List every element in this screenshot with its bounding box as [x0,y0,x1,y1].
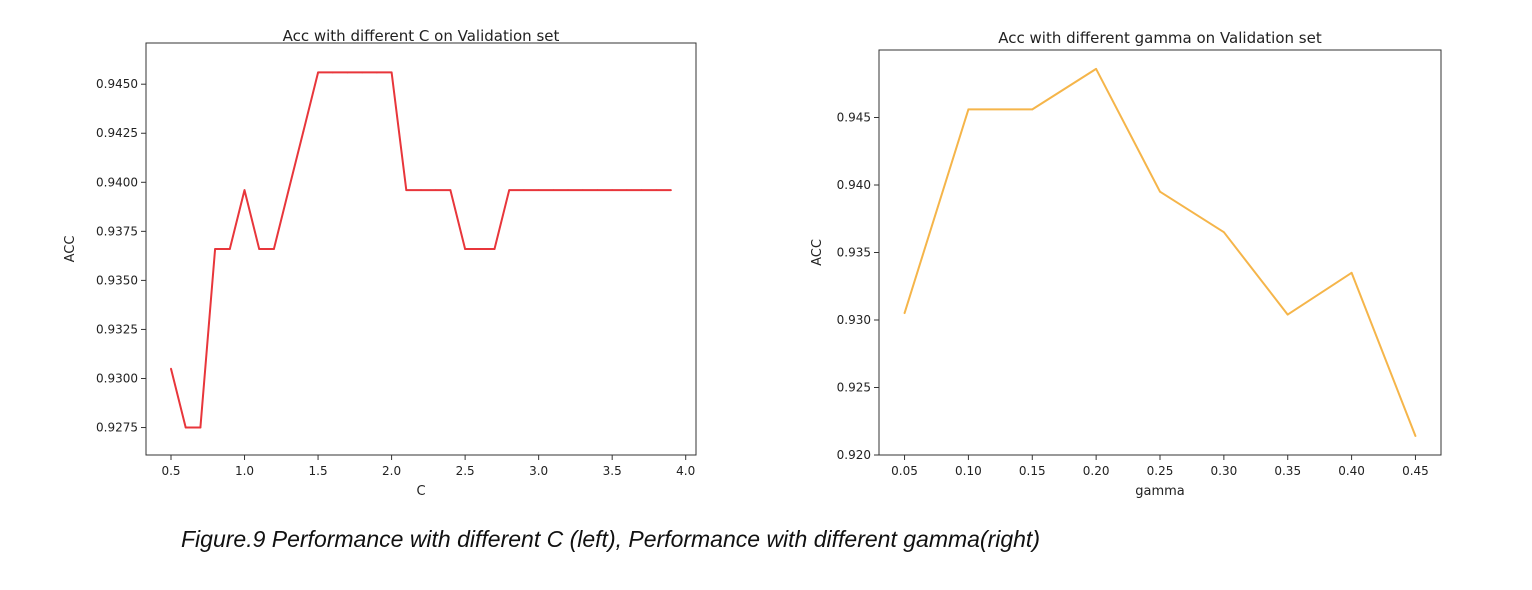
data-point [1350,271,1353,274]
plot-frame [145,42,697,456]
x-tick-label: 0.30 [1211,464,1238,478]
x-tick-label: 0.15 [1019,464,1046,478]
x-tick-label: 0.40 [1338,464,1365,478]
x-tick-label: 2.5 [456,464,475,478]
data-point [478,248,481,250]
x-axis-label: gamma [1135,484,1185,499]
x-tick-label: 2.0 [382,464,401,478]
y-tick-label: 0.935 [837,246,871,260]
x-tick-label: 3.0 [529,464,548,478]
data-point [184,426,187,429]
data-point [317,71,319,74]
x-tick-label: 1.0 [235,464,254,478]
data-point [302,130,305,133]
data-point [434,189,437,192]
data-point [258,248,261,250]
data-point [1414,435,1417,437]
data-point [273,248,275,250]
data-point [537,189,540,192]
data-point [420,189,422,192]
data-point [552,189,555,192]
y-tick-label: 0.9375 [96,224,138,238]
data-point [508,189,511,192]
data-point [1222,231,1225,234]
data-point [493,248,496,250]
data-point [228,248,231,250]
x-tick-label: 0.5 [161,464,180,478]
y-tick-label: 0.925 [837,381,871,395]
chart-title: Acc with different C on Validation set [283,27,560,45]
x-tick-label: 0.05 [891,464,918,478]
data-point [581,189,584,192]
data-point [596,189,599,192]
y-tick-label: 0.940 [837,178,871,192]
y-tick-label: 0.9450 [96,77,138,91]
data-point [640,189,643,192]
data-point [331,71,334,74]
y-tick-label: 0.920 [837,448,871,462]
series-line [903,67,1417,437]
data-point [346,71,349,74]
data-point [361,71,364,74]
chart-c-accuracy: 0.5 1.0 1.5 2.0 2.5 3.0 3.5 4.0 0.9275 0.9300 0.93… [63,27,697,499]
data-point [625,189,628,192]
x-tick-label: 3.5 [603,464,622,478]
series-line [170,71,671,429]
y-axis-label: ACC [63,236,78,263]
data-point [214,248,217,250]
data-point [967,108,970,111]
data-point [375,71,378,74]
data-point [243,189,246,192]
x-tick-label: 0.35 [1274,464,1301,478]
data-point [567,189,569,192]
data-point [1159,190,1161,193]
data-point [903,312,906,315]
x-tick-label: 0.20 [1083,464,1110,478]
x-tick-label: 4.0 [676,464,695,478]
x-tick-label: 1.5 [309,464,328,478]
data-point [464,248,467,250]
y-axis-label: ACC [810,239,825,266]
data-point [199,426,202,429]
plot-frame [878,49,1442,456]
data-point [1095,68,1098,70]
data-point [390,71,393,74]
y-tick-label: 0.9350 [96,273,138,287]
y-tick-label: 0.9400 [96,175,138,189]
y-tick-label: 0.9275 [96,421,138,435]
x-tick-label: 0.25 [1147,464,1174,478]
data-point [449,189,452,192]
data-point [1031,108,1034,111]
figure-caption: Figure.9 Performance with different C (l… [181,526,1040,552]
data-point [523,189,525,192]
y-tick-label: 0.9300 [96,371,138,385]
x-tick-label: 0.45 [1402,464,1429,478]
data-point [170,367,172,370]
chart-title: Acc with different gamma on Validation s… [998,29,1322,47]
y-tick-label: 0.945 [837,111,871,125]
data-point [1286,313,1289,316]
y-tick-label: 0.9325 [96,322,138,336]
y-tick-label: 0.930 [837,313,871,327]
x-tick-label: 0.10 [955,464,982,478]
chart-gamma-accuracy: 0.05 0.10 0.15 0.20 0.25 0.30 0.35 0.40 0.45 0.92… [810,29,1442,499]
data-point [611,189,614,192]
data-point [655,189,658,192]
y-tick-label: 0.9425 [96,126,138,140]
data-point [287,189,290,192]
figure-charts: 0.5 1.0 1.5 2.0 2.5 3.0 3.5 4.0 0.9275 0.9300 0.93… [63,27,1442,499]
x-axis-label: C [416,484,425,499]
data-point [405,189,408,192]
data-point [670,189,672,192]
